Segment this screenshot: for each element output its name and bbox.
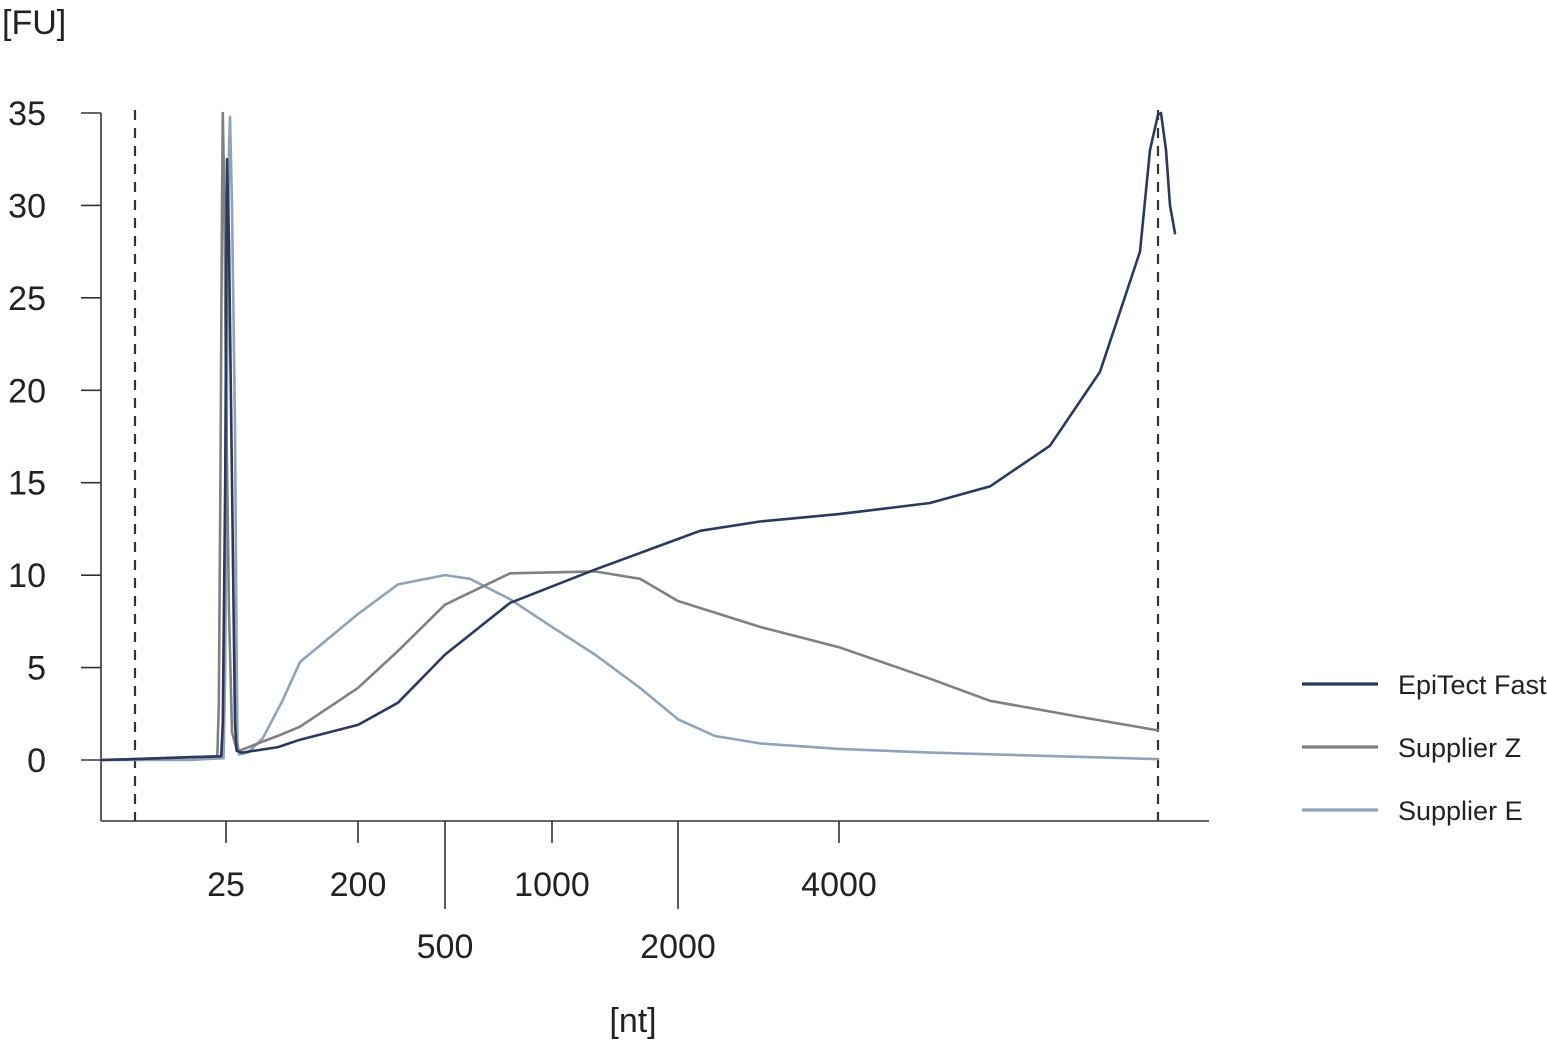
- axes: 0 5 10 15 20 25 30 35 25 200 500 1000 2000 4000: [8, 95, 1209, 966]
- size-markers: [133, 110, 1160, 821]
- legend-label-epitect-fast: EpiTect Fast: [1398, 670, 1547, 700]
- y-tick-label-30: 30: [8, 187, 46, 225]
- series-lines: [99, 111, 1177, 762]
- x-tick-label-1000: 1000: [514, 866, 590, 904]
- series-line-supplier-e: [99, 115, 1160, 762]
- x-tick-label-2000: 2000: [640, 928, 716, 966]
- y-tick-label-15: 15: [8, 465, 46, 503]
- legend-label-supplier-e: Supplier E: [1398, 796, 1523, 826]
- y-tick-label-10: 10: [8, 557, 46, 595]
- legend: EpiTect Fast Supplier Z Supplier E: [1302, 670, 1547, 826]
- series-line-epitect-fast: [99, 111, 1177, 762]
- y-axis-label: [FU]: [2, 4, 66, 42]
- x-tick-label-500: 500: [417, 928, 474, 966]
- y-tick-label-0: 0: [27, 742, 46, 780]
- y-tick-label-25: 25: [8, 280, 46, 318]
- y-tick-label-5: 5: [27, 650, 46, 688]
- legend-label-supplier-z: Supplier Z: [1398, 733, 1521, 763]
- x-axis-label: [nt]: [609, 1002, 656, 1040]
- y-tick-label-35: 35: [8, 95, 46, 133]
- y-tick-label-20: 20: [8, 372, 46, 410]
- x-tick-label-200: 200: [330, 866, 387, 904]
- x-tick-label-4000: 4000: [801, 866, 877, 904]
- x-tick-label-25: 25: [207, 866, 245, 904]
- series-line-supplier-z: [99, 111, 1160, 762]
